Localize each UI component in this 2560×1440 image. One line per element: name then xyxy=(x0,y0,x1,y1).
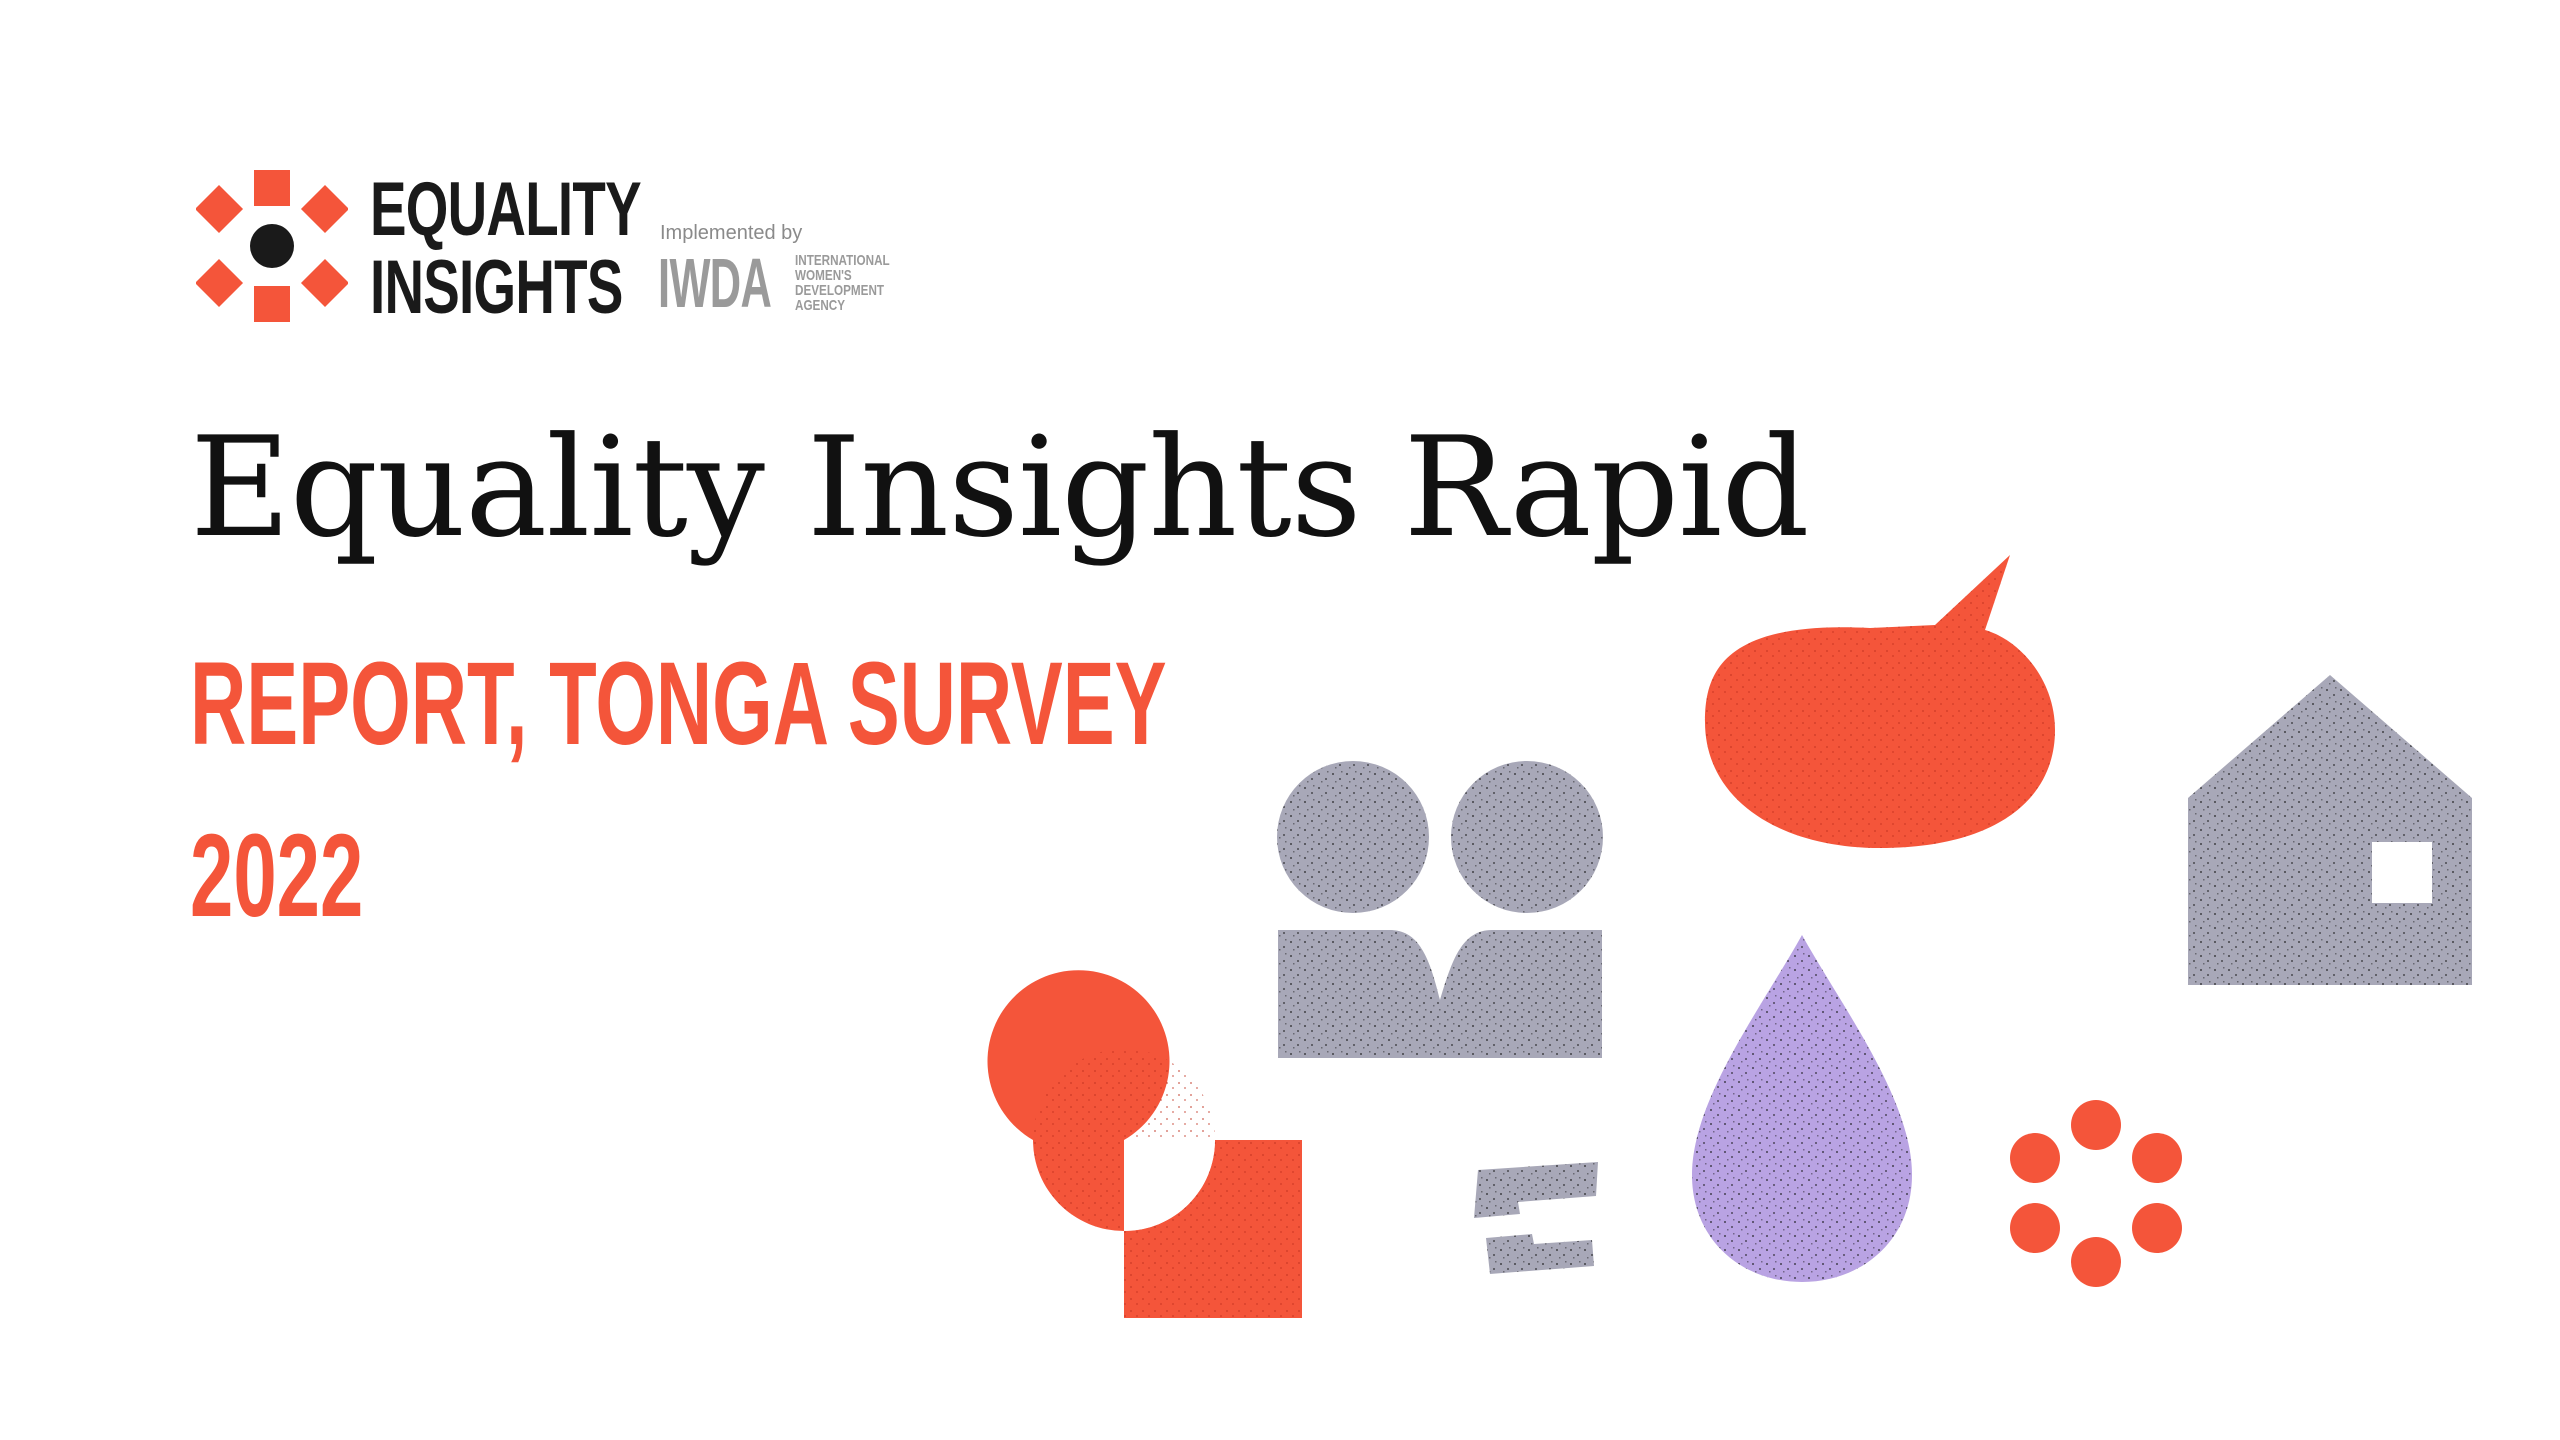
brand-wordmark-line1: EQUALITY xyxy=(370,167,642,252)
dots-ring-icon xyxy=(2010,1100,2182,1287)
bracket-icon xyxy=(1474,1162,1598,1274)
implemented-by-label: Implemented by xyxy=(660,222,803,244)
brand-wordmark-line2: INSIGHTS xyxy=(370,245,623,330)
house-icon xyxy=(2188,675,2472,985)
iwda-logo-text: IWDA xyxy=(658,244,772,322)
equality-insights-logo-icon xyxy=(196,170,348,322)
iwda-name-line: DEVELOPMENT xyxy=(795,282,885,299)
iwda-name-line: INTERNATIONAL xyxy=(795,252,890,269)
page-title: Equality Insights Rapid xyxy=(190,407,1810,568)
report-subtitle: REPORT, TONGA SURVEY xyxy=(190,638,1167,770)
two-people-icon xyxy=(1277,761,1603,1058)
water-drop-icon xyxy=(1692,935,1912,1282)
report-year: 2022 xyxy=(190,810,364,942)
speech-bubble-icon xyxy=(1705,555,2055,848)
iwda-name-line: WOMEN'S xyxy=(795,267,852,284)
brand-wordmark: EQUALITY INSIGHTS xyxy=(370,172,642,330)
iwda-full-name: INTERNATIONAL WOMEN'S DEVELOPMENT AGENCY xyxy=(795,252,890,314)
circle-square-icon xyxy=(987,970,1302,1318)
iwda-name-line: AGENCY xyxy=(795,297,846,314)
